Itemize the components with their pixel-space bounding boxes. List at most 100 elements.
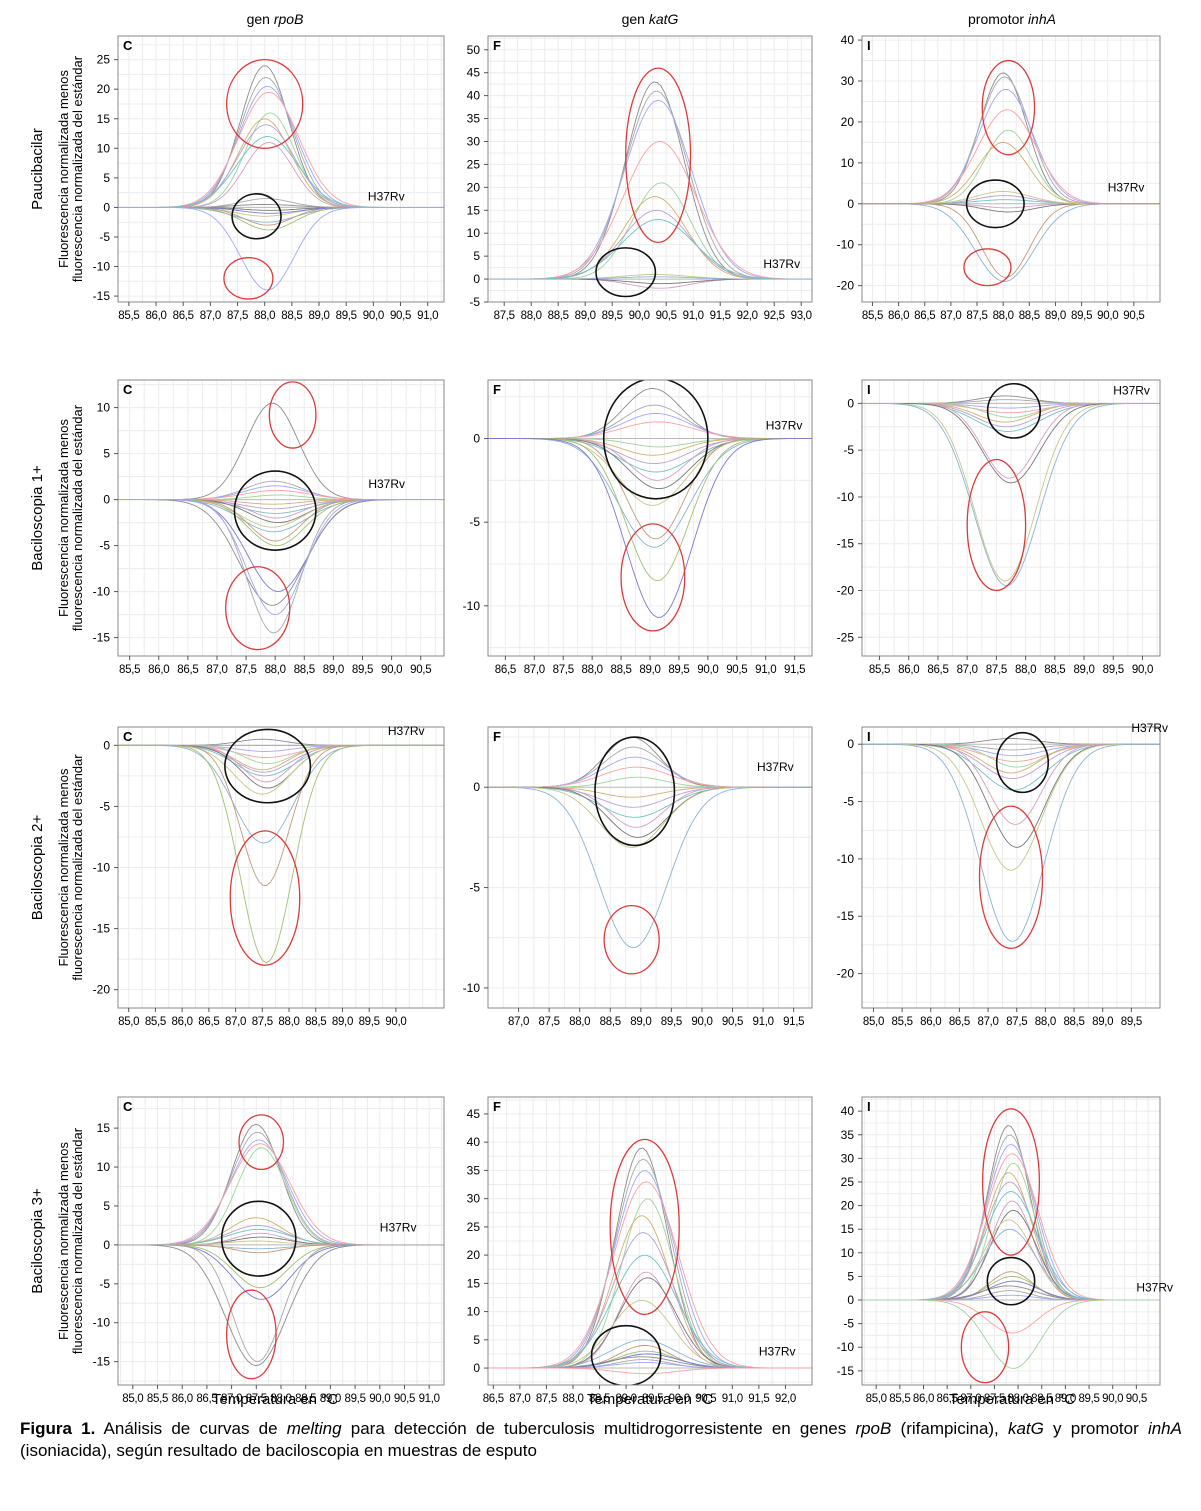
panel-letter: I (867, 38, 871, 53)
curve-group (118, 1114, 444, 1380)
melting-curve (118, 499, 444, 524)
x-tick-label: 89,0 (630, 1016, 651, 1028)
y-axis-label-line1: Fluorescencia normalizada menos (56, 768, 71, 966)
y-tick-label: 40 (467, 1135, 481, 1149)
panel-4-1: 85,0 85,5 86,0 86,5 87,0 87,5 88,0 88,5 89,0 89,5… (93, 1096, 445, 1405)
caption-part-6: y promotor (1043, 1419, 1148, 1438)
x-tick-label: 89,0 (616, 1393, 637, 1405)
y-tick-label: 20 (841, 115, 855, 129)
panel-1-2: 87,5 88,0 88,5 89,0 89,5 90,0 90,5 91,0 91,5 92,0… (467, 35, 813, 322)
y-tick-label: -20 (837, 279, 855, 293)
melting-curve (118, 1244, 444, 1362)
x-tick-label: 86,5 (198, 1016, 219, 1028)
y-tick-label: 25 (97, 53, 111, 67)
y-tick-label: -25 (837, 630, 855, 644)
melting-curve (488, 278, 812, 285)
y-tick-label: -5 (843, 795, 854, 809)
y-tick-label: 5 (103, 171, 110, 185)
red-highlight-circle (966, 458, 1027, 592)
y-tick-label: 20 (97, 82, 111, 96)
reference-label-h37rv: H37Rv (1131, 721, 1168, 735)
y-tick-label: 0 (473, 432, 480, 446)
melting-curve (862, 1294, 1160, 1301)
x-tick-label: 88,0 (254, 310, 275, 322)
x-tick-label: 85,0 (118, 1016, 139, 1028)
reference-label-h37rv: H37Rv (1136, 1280, 1173, 1294)
x-tick-label: 88,0 (1008, 1393, 1029, 1405)
melting-curve (862, 1153, 1160, 1301)
x-tick-label: 88,5 (1019, 310, 1040, 322)
column-header-prefix: gen (622, 11, 649, 27)
y-tick-label: -5 (843, 443, 854, 457)
x-tick-label: 86,5 (927, 664, 948, 676)
x-tick-label: 89,5 (344, 1393, 365, 1405)
red-highlight-circle (226, 58, 304, 149)
x-tick-label: 93,0 (791, 310, 812, 322)
x-tick-label: 91,0 (753, 1016, 774, 1028)
x-tick-label: 91,5 (710, 310, 731, 322)
x-tick-label: 88,0 (1035, 1016, 1056, 1028)
panel-4-3: 85,0 85,5 86,0 86,5 87,0 87,5 88,0 88,5 89,0 89,5… (837, 1096, 1173, 1405)
melting-curve (862, 743, 1160, 871)
x-tick-label: 87,0 (225, 1016, 246, 1028)
melting-curve (862, 743, 1160, 825)
x-tick-label: 86,5 (483, 1393, 504, 1405)
x-tick-label: 86,5 (949, 1016, 970, 1028)
x-tick-label: 88,5 (1063, 1016, 1084, 1028)
column-header-gene: rpoB (274, 11, 304, 27)
melting-curve (862, 1200, 1160, 1301)
melting-curve (862, 1124, 1160, 1301)
black-highlight-circle (986, 382, 1042, 439)
black-highlight-circle (986, 1256, 1036, 1306)
y-tick-label: -20 (93, 983, 111, 997)
y-tick-label: 45 (467, 1107, 481, 1121)
melting-curve (118, 499, 444, 514)
y-tick-label: 15 (97, 112, 111, 126)
y-tick-label: 0 (103, 738, 110, 752)
x-tick-label: 85,5 (889, 1393, 910, 1405)
y-tick-label: 40 (841, 33, 855, 47)
x-tick-label: 87,0 (200, 310, 221, 322)
curve-group (488, 380, 812, 632)
y-tick-label: 25 (467, 157, 481, 171)
melting-curve (118, 744, 444, 765)
x-tick-label: 85,5 (869, 664, 890, 676)
panel-letter: I (867, 382, 871, 397)
y-tick-label: 5 (847, 1269, 854, 1283)
x-tick-label: 89,5 (352, 664, 373, 676)
x-axis-label-0: Temperatura en °C (212, 1391, 338, 1408)
x-tick-label: 86,0 (172, 1393, 193, 1405)
melting-curve (488, 1359, 812, 1369)
caption-label: Figura 1. (20, 1419, 96, 1438)
column-header-2: promotor inhA (968, 11, 1056, 27)
x-tick-label: 89,0 (332, 1016, 353, 1028)
x-tick-label: 86,5 (196, 1393, 217, 1405)
x-tick-label: 91,5 (783, 1016, 804, 1028)
y-tick-label: -10 (837, 852, 855, 866)
x-tick-label: 90,0 (691, 1016, 712, 1028)
red-highlight-circle (268, 381, 317, 449)
x-tick-label: 89,0 (1092, 1016, 1113, 1028)
x-tick-label: 85,0 (122, 1393, 143, 1405)
y-tick-label: 20 (467, 180, 481, 194)
panel-letter: I (867, 1099, 871, 1114)
curve-group (862, 59, 1160, 287)
red-highlight-circle (609, 1138, 680, 1316)
x-tick-label: 88,5 (1044, 664, 1065, 676)
melting-curve (118, 65, 444, 208)
melting-curve (118, 494, 444, 501)
column-header-prefix: promotor (968, 11, 1028, 27)
black-highlight-circle (595, 247, 657, 298)
melting-curve (862, 1299, 1160, 1369)
row-header-3: Baciloscopia 3+ (29, 1188, 46, 1294)
y-axis-label-line2: fluorescencia normalizada del estándar (70, 754, 85, 981)
y-axis-label-line2: fluorescencia normalizada del estándar (70, 404, 85, 631)
melting-curve (862, 1162, 1160, 1301)
x-tick-label: 90,0 (363, 310, 384, 322)
y-tick-label: -10 (837, 238, 855, 252)
x-tick-label: 87,5 (986, 664, 1007, 676)
melting-curve (118, 744, 444, 789)
x-tick-label: 88,0 (521, 310, 542, 322)
panel-frame (861, 1096, 1161, 1386)
